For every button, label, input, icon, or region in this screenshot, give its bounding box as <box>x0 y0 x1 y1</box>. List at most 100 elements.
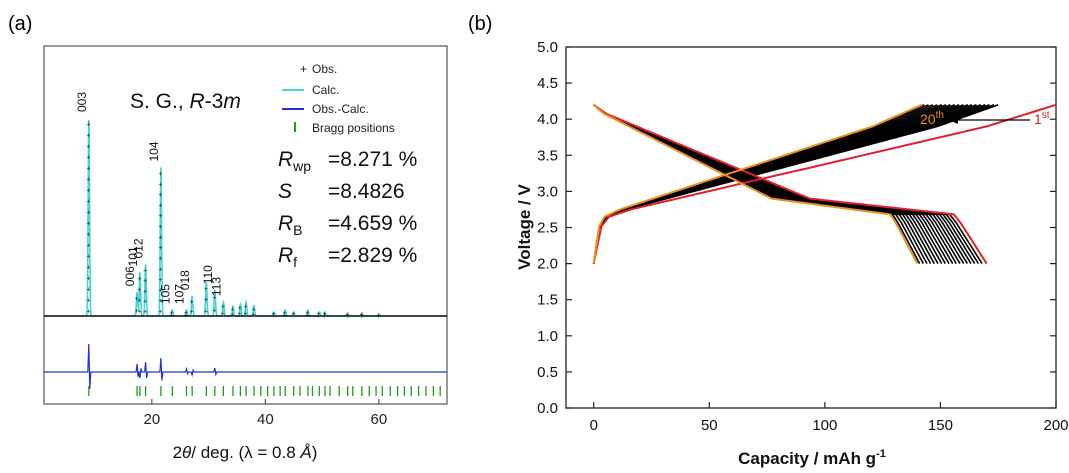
svg-text:+: + <box>158 234 162 241</box>
svg-text:+: + <box>204 286 208 293</box>
svg-text:+: + <box>359 313 363 320</box>
obs-markers: ++ <box>305 310 309 320</box>
series-charge-curve <box>592 103 923 264</box>
svg-text:+: + <box>158 266 162 273</box>
charge-discharge-chart: 0.0 0.5 1.0 1.5 2.0 2.5 3.0 3.5 4.0 4.5 5.0 0 50 100… <box>515 39 1069 468</box>
y-tick-label: 3.5 <box>537 147 558 164</box>
svg-text:+: + <box>86 221 90 228</box>
svg-text:+: + <box>86 210 90 217</box>
obs-markers: + + + + <box>137 276 141 316</box>
legend-diff-label: Obs.-Calc. <box>312 102 369 116</box>
svg-text:+: + <box>305 310 309 317</box>
svg-text:+: + <box>376 313 380 320</box>
y-tick-label: 0.0 <box>537 400 558 417</box>
peak-label: 101 <box>126 246 140 266</box>
svg-text:+: + <box>291 313 295 320</box>
y-tick-label: 5.0 <box>537 39 558 56</box>
svg-text:+: + <box>212 308 216 315</box>
svg-text:+: + <box>345 312 349 319</box>
cd-plot-frame <box>565 46 1057 409</box>
svg-text:+: + <box>231 312 235 319</box>
svg-text:+: + <box>322 311 326 318</box>
stat-rb-symbol: RB <box>278 212 303 238</box>
svg-text:+: + <box>86 122 90 129</box>
x-tick-label: 50 <box>701 417 718 434</box>
obs-markers: ++ <box>376 313 380 321</box>
svg-text:+: + <box>158 287 162 294</box>
svg-text:+: + <box>317 313 321 320</box>
x-tick-label: 0 <box>590 417 598 434</box>
legend-calc-label: Calc. <box>312 83 339 97</box>
x-tick-label: 200 <box>1043 417 1068 434</box>
refinement-stats: Rwp =8.271 % S =8.4826 RB =4.659 % Rf =2… <box>278 148 417 270</box>
series-charge-curve <box>592 103 1057 264</box>
svg-text:+: + <box>137 309 141 316</box>
svg-text:+: + <box>137 298 141 305</box>
peak-label: 018 <box>178 270 192 290</box>
svg-text:+: + <box>158 277 162 284</box>
obs-markers: ++ <box>359 312 363 320</box>
svg-text:+: + <box>137 276 141 283</box>
svg-text:+: + <box>158 298 162 305</box>
svg-text:+: + <box>184 313 188 320</box>
svg-text:+: + <box>86 177 90 184</box>
y-tick-label: 3.0 <box>537 183 558 200</box>
diff-curve <box>44 343 447 389</box>
svg-text:+: + <box>137 287 141 294</box>
svg-text:+: + <box>221 311 225 318</box>
obs-markers: ++ <box>238 305 242 318</box>
x-tick-label: 100 <box>812 417 837 434</box>
cd-x-ticks: 0 50 100 150 200 <box>590 402 1069 434</box>
svg-text:+: + <box>244 304 248 311</box>
y-tick-label: 4.5 <box>537 75 558 92</box>
x-tick-label: 150 <box>928 417 953 434</box>
peak-label: 006 <box>123 266 137 286</box>
svg-text:+: + <box>86 309 90 316</box>
cd-curves <box>592 103 1057 265</box>
obs-markers: ++ <box>291 311 295 320</box>
peak-label: 104 <box>147 141 161 161</box>
annotation-20th: 20th <box>920 110 944 127</box>
svg-text:+: + <box>322 313 326 320</box>
svg-text:+: + <box>271 311 275 318</box>
obs-markers: + + + + + + + + + + + + + + + + + + <box>86 122 90 316</box>
svg-text:+: + <box>135 296 139 303</box>
y-tick-label: 2.0 <box>537 256 558 273</box>
stat-rf-value: =2.829 % <box>328 244 417 267</box>
obs-markers: ++ <box>322 311 326 320</box>
obs-markers: ++ <box>317 311 321 320</box>
svg-text:+: + <box>86 188 90 195</box>
svg-text:+: + <box>252 312 256 319</box>
svg-text:+: + <box>86 276 90 283</box>
xrd-x-axis-label: 2θ/ deg. (λ = 0.8 Å) <box>173 443 318 462</box>
peak-label: 105 <box>158 284 172 304</box>
svg-text:+: + <box>359 312 363 319</box>
svg-text:+: + <box>212 295 216 302</box>
obs-markers: ++ <box>170 310 174 320</box>
svg-text:+: + <box>291 311 295 318</box>
cycle-charge-curve <box>592 104 999 264</box>
svg-text:+: + <box>86 133 90 140</box>
svg-text:+: + <box>86 265 90 272</box>
svg-text:+: + <box>238 305 242 312</box>
stat-rb-value: =4.659 % <box>328 212 417 235</box>
svg-text:+: + <box>135 308 139 315</box>
svg-text:+: + <box>376 314 380 321</box>
obs-markers: ++ <box>184 310 188 320</box>
svg-text:+: + <box>204 308 208 315</box>
stat-s-value: =8.4826 <box>328 180 405 203</box>
svg-text:+: + <box>271 313 275 320</box>
peak-label: 110 <box>201 265 215 284</box>
cycle-charge-curve <box>592 104 995 264</box>
obs-markers: ++ <box>212 295 216 315</box>
svg-text:+: + <box>158 256 162 263</box>
svg-text:+: + <box>86 144 90 151</box>
svg-text:+: + <box>238 311 242 318</box>
peak-label: 012 <box>132 238 146 258</box>
svg-text:+: + <box>158 192 162 199</box>
svg-text:+: + <box>86 243 90 250</box>
stat-rwp-value: =8.271 % <box>328 148 417 171</box>
x-tick-label: 20 <box>144 411 161 428</box>
svg-text:+: + <box>221 304 225 311</box>
